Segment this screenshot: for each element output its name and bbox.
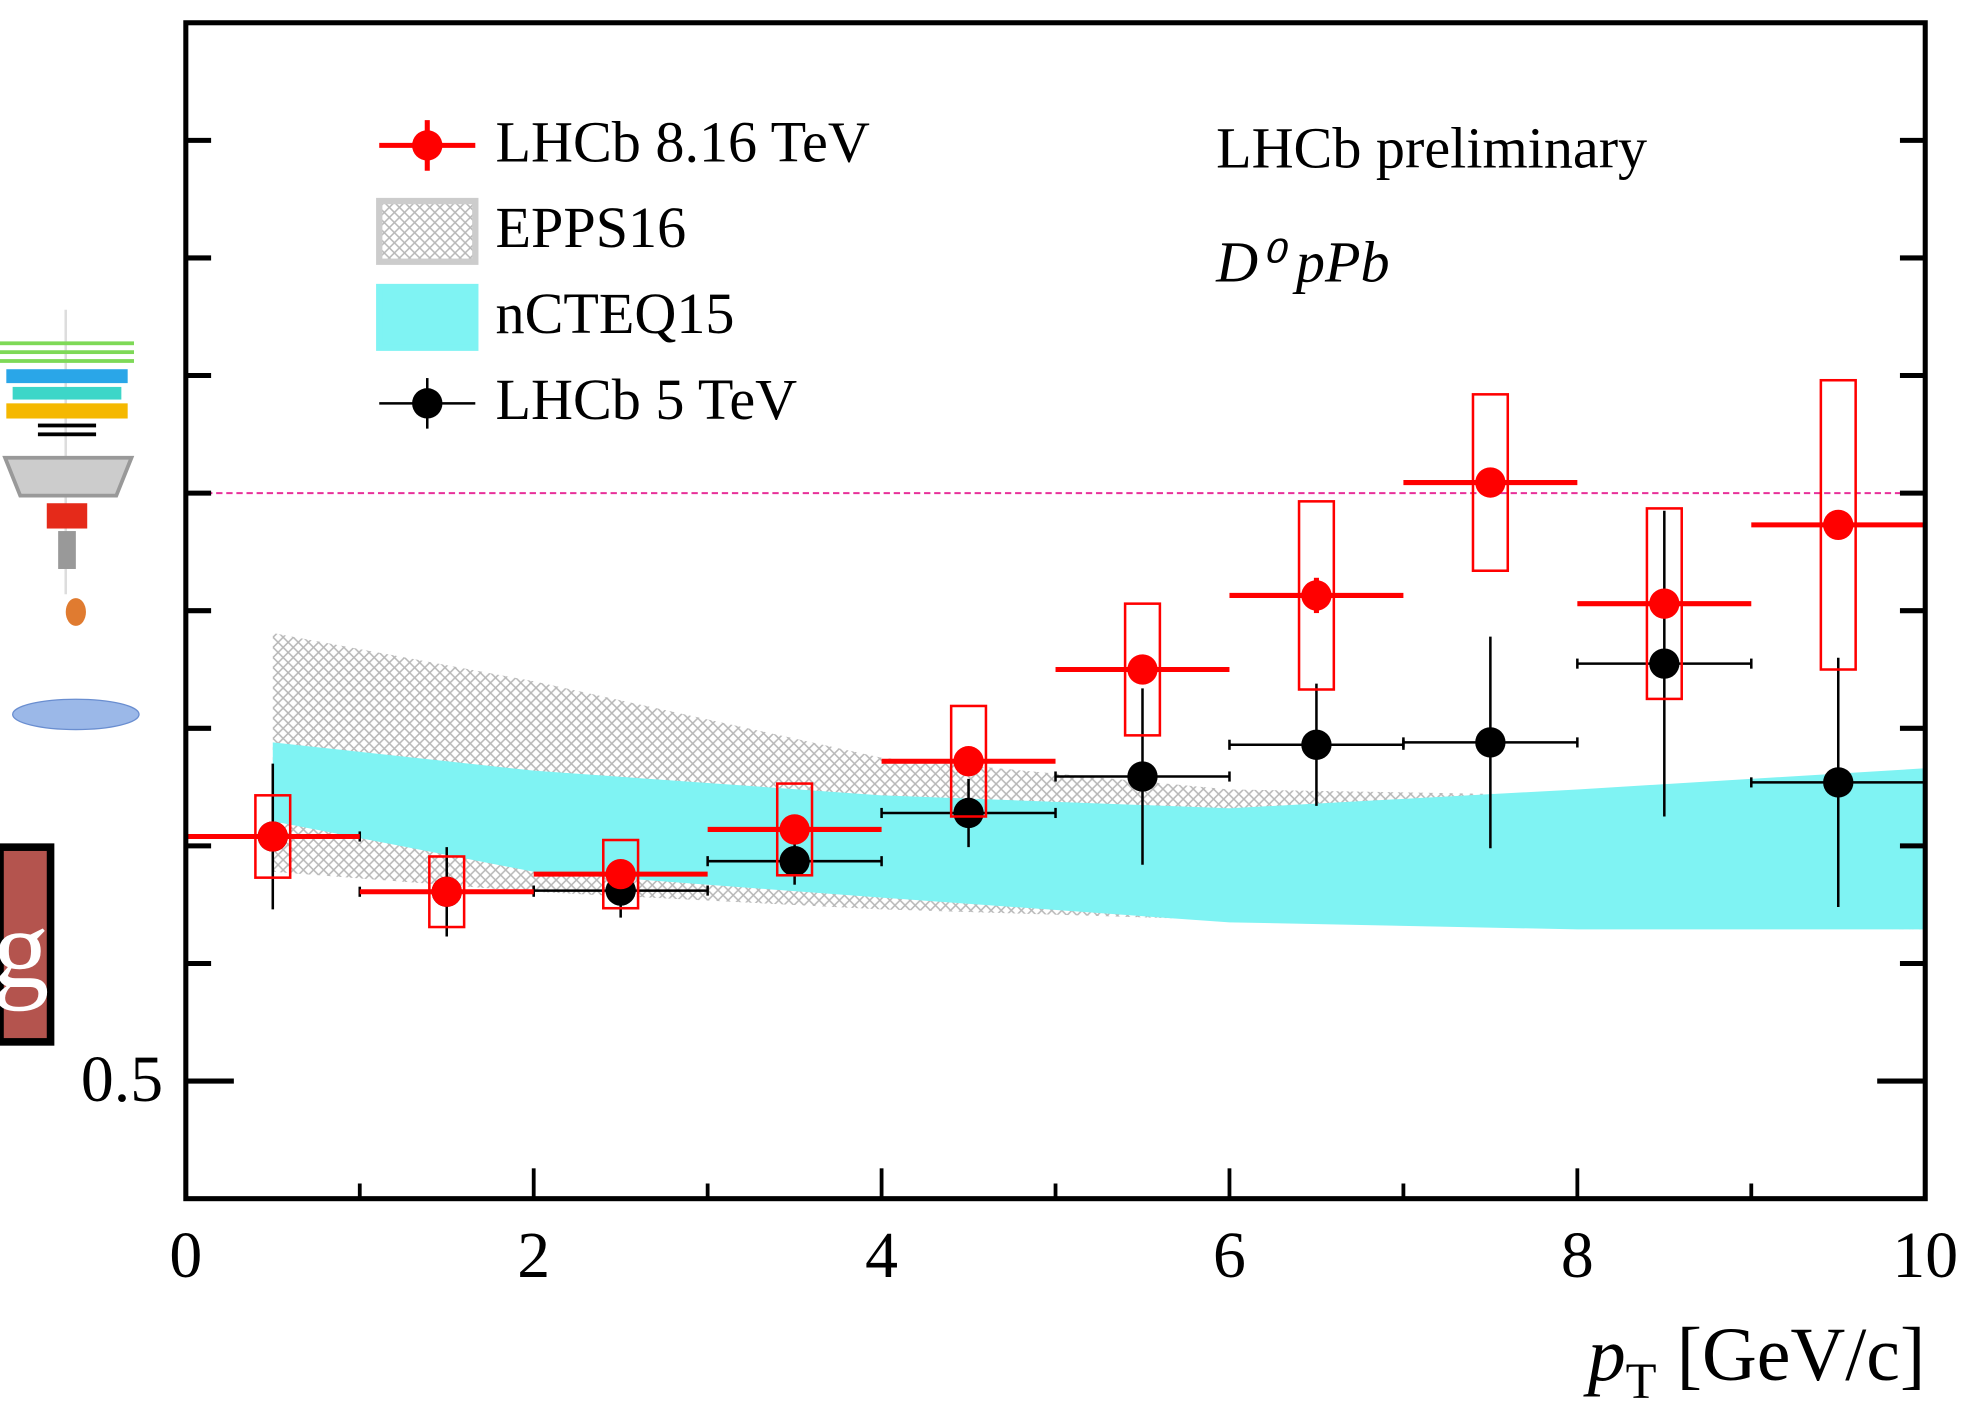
y-tick-label: 0.5 xyxy=(81,1043,163,1116)
legend-label: EPPS16 xyxy=(496,195,687,260)
legend-label: LHCb 5 TeV xyxy=(496,367,798,432)
marker xyxy=(431,876,462,907)
marker xyxy=(953,797,984,829)
x-tick-label: 6 xyxy=(1213,1219,1246,1292)
band xyxy=(272,742,1926,930)
marker xyxy=(257,821,288,852)
marker xyxy=(1301,729,1332,760)
marker xyxy=(1649,648,1680,679)
marker xyxy=(953,746,984,777)
x-tick-label: 10 xyxy=(1892,1219,1958,1292)
legend-swatch xyxy=(412,130,443,161)
marker xyxy=(1301,580,1332,611)
legend-swatch xyxy=(376,197,479,265)
marker xyxy=(605,858,636,890)
side-letter: g xyxy=(0,886,49,1012)
x-tick-label: 4 xyxy=(865,1219,898,1292)
x-axis-label: pT [GeV/c] xyxy=(1583,1313,1925,1408)
legend-swatch xyxy=(376,283,479,351)
marker xyxy=(1127,761,1158,792)
marker xyxy=(779,814,810,845)
legend-swatch xyxy=(412,388,443,419)
marker xyxy=(779,846,810,877)
x-tick-label: 0 xyxy=(169,1219,202,1292)
plot-area: 0.5 0 2 4 6 8 10 pT [GeV/c] LHCb preliminary D⁰ pP… xyxy=(81,20,1958,1408)
marker xyxy=(1649,588,1680,619)
marker xyxy=(1823,767,1854,798)
x-tick-label: 8 xyxy=(1561,1219,1594,1292)
marker xyxy=(1475,727,1506,758)
annotation: D⁰ pPb xyxy=(1215,229,1389,294)
marker xyxy=(1127,654,1158,685)
side-decoration: g xyxy=(0,309,140,1046)
x-label-part: p xyxy=(1583,1313,1626,1397)
marker xyxy=(1475,467,1506,498)
legend-label: nCTEQ15 xyxy=(496,281,735,346)
marker xyxy=(1823,509,1854,541)
legend-label: LHCb 8.16 TeV xyxy=(496,109,870,174)
x-label-part: [GeV/c] xyxy=(1677,1313,1925,1397)
annotation: LHCb preliminary xyxy=(1216,116,1647,181)
x-tick-label: 2 xyxy=(517,1219,550,1292)
x-label-part: T xyxy=(1626,1352,1657,1408)
